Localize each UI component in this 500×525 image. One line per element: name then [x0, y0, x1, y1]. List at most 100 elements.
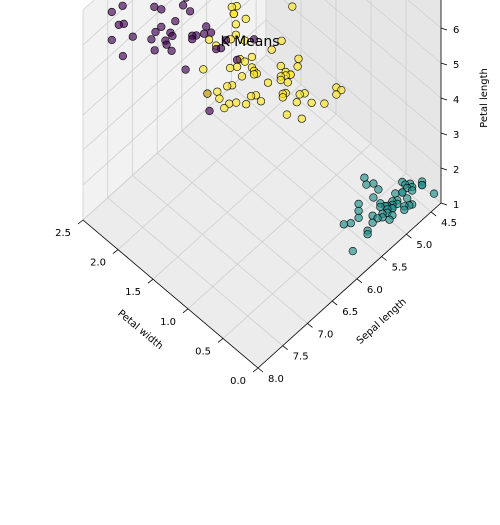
- data-point: [385, 215, 394, 224]
- data-point: [249, 70, 259, 79]
- x-tick-label: 1.0: [160, 317, 176, 328]
- data-point: [346, 219, 355, 228]
- z-tick-label: 5: [453, 60, 459, 71]
- z-tick-mark: [440, 167, 448, 171]
- data-point: [232, 98, 241, 107]
- z-tick-label: 4: [453, 95, 459, 106]
- x-tick-label: 2.5: [55, 228, 71, 239]
- y-tick-label: 5.0: [416, 240, 432, 251]
- data-point: [203, 89, 212, 98]
- data-point: [207, 28, 216, 37]
- grid-line-z: [82, 0, 134, 46]
- y-tick-label: 6.0: [367, 285, 383, 296]
- data-point: [118, 51, 127, 61]
- grid-line-z: [82, 54, 267, 221]
- data-point: [181, 65, 190, 74]
- y-tick-mark: [282, 345, 288, 351]
- data-point: [307, 98, 316, 107]
- data-point: [179, 1, 188, 10]
- data-point: [295, 90, 304, 99]
- x-tick-label: 0.0: [230, 376, 246, 387]
- data-point: [118, 1, 127, 10]
- grid-line-x: [117, 84, 302, 250]
- grid-line-y: [181, 130, 358, 280]
- data-point: [202, 22, 211, 31]
- data-point: [339, 220, 348, 229]
- y-tick-mark: [257, 367, 264, 373]
- x-tick-mark: [182, 308, 189, 314]
- x-tick-label: 2.0: [90, 258, 106, 269]
- y-tick-mark: [406, 233, 412, 239]
- grid-line-y: [156, 152, 333, 302]
- data-point: [237, 72, 247, 81]
- data-point: [376, 202, 385, 211]
- z-tick-mark: [440, 132, 448, 136]
- data-point: [229, 9, 238, 18]
- y-tick-mark: [381, 256, 387, 261]
- data-point: [332, 90, 341, 99]
- data-point: [227, 2, 236, 12]
- z-tick-label: 2: [453, 165, 459, 176]
- data-point: [256, 97, 266, 106]
- data-point: [226, 63, 235, 73]
- data-point: [215, 94, 224, 103]
- grid-line-y: [206, 108, 382, 257]
- data-point: [247, 92, 256, 101]
- data-point: [241, 14, 250, 23]
- grid-line-x: [187, 143, 372, 310]
- data-point: [293, 62, 302, 71]
- data-point: [283, 78, 292, 87]
- data-point: [240, 36, 249, 45]
- grid-line-x: [152, 113, 337, 280]
- data-point: [162, 40, 171, 49]
- x-tick-mark: [112, 249, 119, 254]
- z-tick-mark: [440, 202, 448, 206]
- data-point: [363, 230, 372, 239]
- y-axis-line: [257, 202, 442, 369]
- data-point: [292, 98, 301, 107]
- data-point: [151, 27, 160, 37]
- left-pane: [83, 0, 266, 220]
- data-point: [220, 103, 229, 113]
- grid-line-y: [255, 63, 432, 213]
- data-point: [263, 78, 273, 87]
- data-point: [157, 5, 166, 14]
- y-tick-label: 7.0: [318, 329, 334, 340]
- data-point: [233, 55, 242, 65]
- tick-labels: 0.0 0.5 1.0 1.5 2.0 2.5 4.5 5.0 5.5 6.0 6.5 7.0 7.5 8…: [55, 0, 459, 387]
- y-tick-label: 6.5: [342, 307, 358, 318]
- data-point: [107, 7, 116, 17]
- grid-line-y: [107, 197, 283, 347]
- data-point: [212, 44, 221, 54]
- grid-line-z: [82, 19, 267, 186]
- data-point: [205, 106, 214, 116]
- grid-line-z: [283, 0, 442, 134]
- data-point: [369, 193, 378, 202]
- data-point: [429, 189, 439, 198]
- data-point: [107, 35, 116, 45]
- data-point: [278, 93, 287, 102]
- data-point: [354, 206, 363, 215]
- z-axis-label: Petal length: [479, 68, 490, 128]
- data-point: [223, 82, 232, 91]
- x-axis-line: [82, 219, 259, 369]
- data-point: [213, 87, 222, 96]
- data-point: [374, 185, 383, 194]
- floor-pane: [83, 55, 441, 368]
- grid-line-z: [324, 0, 442, 99]
- data-point: [400, 205, 409, 214]
- data-point: [247, 52, 256, 62]
- data-point: [360, 173, 369, 182]
- y-axis-label: Sepal length: [355, 297, 409, 347]
- data-point: [199, 65, 208, 74]
- data-point: [186, 7, 195, 16]
- data-point: [221, 36, 231, 45]
- data-point: [233, 62, 242, 72]
- data-point: [168, 31, 177, 41]
- data-point: [171, 17, 180, 26]
- data-point: [114, 20, 123, 30]
- data-point: [277, 36, 286, 45]
- data-point: [348, 247, 357, 256]
- y-tick-label: 4.5: [441, 218, 457, 229]
